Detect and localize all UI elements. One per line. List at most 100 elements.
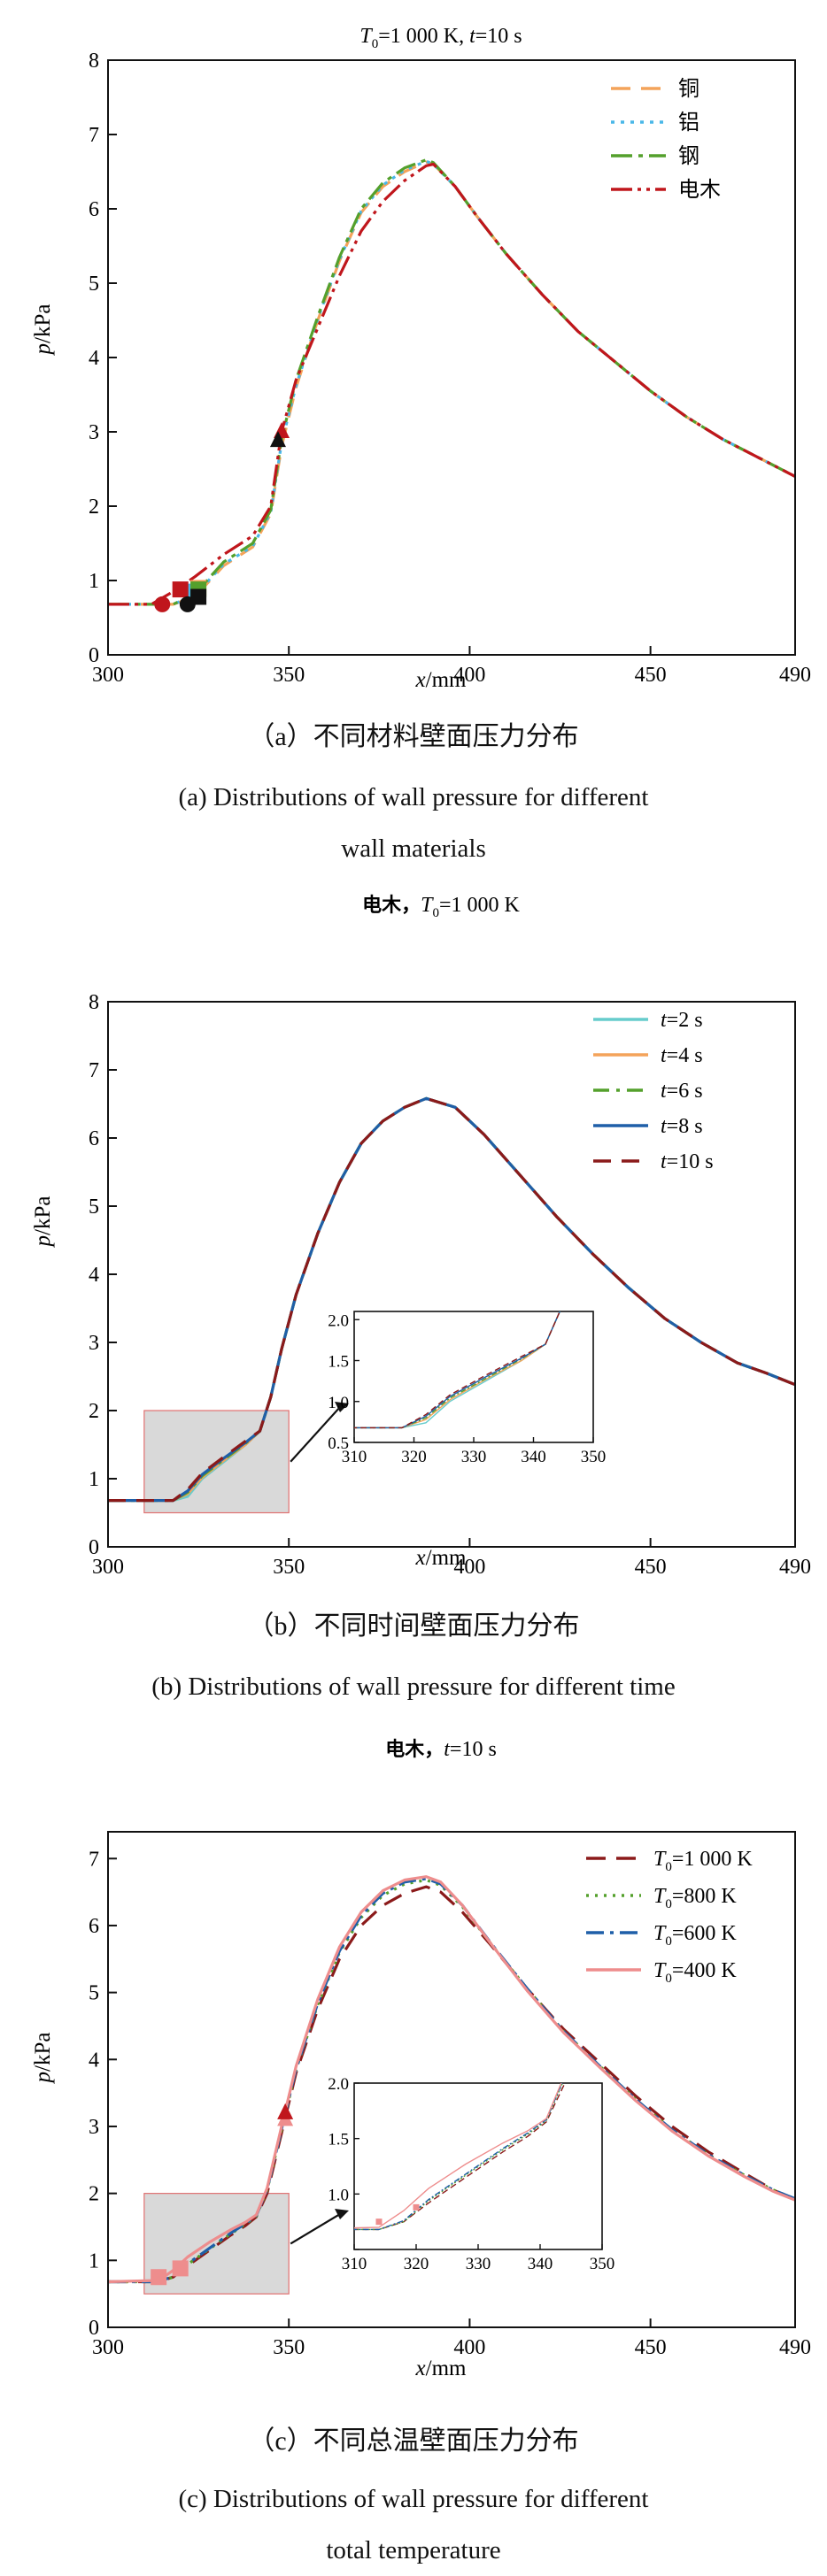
x-tick-label: 450 bbox=[635, 1556, 667, 1579]
legend-label: T0=1 000 K bbox=[653, 1848, 753, 1874]
y-tick-label: 0 bbox=[89, 1536, 99, 1559]
legend-label: 钢 bbox=[678, 144, 699, 168]
chart-c-title: 电木，t=10 s bbox=[385, 1738, 497, 1761]
legend-label: T0=600 K bbox=[653, 1922, 737, 1949]
x-tick-label: 450 bbox=[635, 664, 667, 687]
legend-label: 铜 bbox=[678, 77, 699, 101]
chart-a-xlabel: x/mm bbox=[415, 668, 468, 692]
caption-a-cn: （a）不同材料壁面压力分布 bbox=[0, 714, 827, 753]
inset-y-tick-label: 1.0 bbox=[328, 1394, 349, 1412]
marker-square bbox=[173, 581, 189, 597]
y-tick-label: 5 bbox=[89, 273, 99, 296]
y-tick-label: 2 bbox=[89, 496, 99, 519]
y-tick-label: 1 bbox=[89, 570, 99, 593]
inset-x-tick-label: 320 bbox=[401, 1448, 427, 1466]
caption-b-cn: （b）不同时间壁面压力分布 bbox=[0, 1603, 827, 1642]
legend-label: t=2 s bbox=[661, 1009, 703, 1032]
inset-y-tick-label: 2.0 bbox=[328, 2075, 349, 2094]
chart-a-title: T0=1 000 K, t=10 s bbox=[359, 25, 522, 51]
y-tick-label: 8 bbox=[89, 50, 99, 73]
legend-label: 电木 bbox=[678, 178, 721, 202]
inset-x-tick-label: 330 bbox=[461, 1448, 487, 1466]
y-tick-label: 3 bbox=[89, 2116, 99, 2139]
y-tick-label: 5 bbox=[89, 1982, 99, 2005]
legend-label: t=8 s bbox=[661, 1115, 703, 1138]
inset-frame bbox=[354, 1311, 593, 1442]
y-tick-label: 0 bbox=[89, 2317, 99, 2340]
inset-x-tick-label: 320 bbox=[404, 2255, 429, 2273]
legend-label: T0=400 K bbox=[653, 1959, 737, 1986]
caption-a-en-1: (a) Distributions of wall pressure for d… bbox=[0, 772, 827, 823]
legend-label: t=6 s bbox=[661, 1080, 703, 1103]
legend-label: 铝 bbox=[678, 111, 699, 135]
inset-arrow bbox=[290, 2214, 340, 2243]
inset-y-tick-label: 2.0 bbox=[328, 1311, 349, 1330]
series-line-4 bbox=[108, 165, 795, 604]
caption-c-en-1: (c) Distributions of wall pressure for d… bbox=[0, 2473, 827, 2525]
y-tick-label: 4 bbox=[89, 347, 99, 370]
y-tick-label: 7 bbox=[89, 1059, 99, 1082]
x-tick-label: 490 bbox=[779, 1556, 811, 1579]
x-tick-label: 490 bbox=[779, 2336, 811, 2359]
chart-c-xlabel: x/mm bbox=[415, 2357, 468, 2380]
inset-x-tick-label: 330 bbox=[466, 2255, 491, 2273]
x-tick-label: 450 bbox=[635, 2336, 667, 2359]
y-tick-label: 3 bbox=[89, 1332, 99, 1355]
series-line-3 bbox=[108, 160, 795, 604]
inset-marker bbox=[414, 2204, 420, 2211]
y-tick-label: 0 bbox=[89, 644, 99, 667]
inset-y-tick-label: 1.5 bbox=[328, 2131, 349, 2149]
y-tick-label: 8 bbox=[89, 991, 99, 1014]
caption-c-en-2: total temperature bbox=[0, 2525, 827, 2576]
y-tick-label: 7 bbox=[89, 124, 99, 147]
chart-b-title: 电木，T0=1 000 K bbox=[362, 894, 520, 920]
inset-y-tick-label: 0.5 bbox=[328, 1434, 349, 1453]
x-tick-label: 350 bbox=[273, 1556, 305, 1579]
inset-y-tick-label: 1.5 bbox=[328, 1353, 349, 1372]
y-tick-label: 6 bbox=[89, 1127, 99, 1150]
legend-label: t=10 s bbox=[661, 1150, 714, 1173]
caption-a-en-2: wall materials bbox=[0, 823, 827, 874]
y-tick-label: 1 bbox=[89, 1468, 99, 1491]
legend-label: T0=800 K bbox=[653, 1885, 737, 1911]
y-tick-label: 4 bbox=[89, 2049, 99, 2072]
series-line-1 bbox=[108, 162, 795, 604]
series-line-2 bbox=[108, 161, 795, 604]
inset-x-tick-label: 310 bbox=[342, 2255, 367, 2273]
y-tick-label: 5 bbox=[89, 1196, 99, 1219]
y-tick-label: 6 bbox=[89, 1915, 99, 1938]
inset-x-tick-label: 350 bbox=[581, 1448, 607, 1466]
marker-square bbox=[173, 2260, 189, 2276]
marker-square bbox=[151, 2269, 166, 2285]
inset-arrowhead bbox=[335, 2209, 349, 2219]
y-tick-label: 6 bbox=[89, 198, 99, 221]
legend-label: t=4 s bbox=[661, 1044, 703, 1067]
caption-b-en: (b) Distributions of wall pressure for d… bbox=[0, 1661, 827, 1712]
y-tick-label: 1 bbox=[89, 2249, 99, 2272]
inset-marker bbox=[376, 2218, 383, 2225]
y-tick-label: 7 bbox=[89, 1848, 99, 1871]
chart-a-ylabel: p/kPa bbox=[31, 304, 55, 357]
marker-triangle bbox=[277, 2103, 293, 2119]
x-tick-label: 490 bbox=[779, 664, 811, 687]
chart-b-xlabel: x/mm bbox=[415, 1546, 468, 1570]
chart-c-ylabel: p/kPa bbox=[31, 2033, 55, 2085]
x-tick-label: 350 bbox=[273, 664, 305, 687]
inset-x-tick-label: 340 bbox=[521, 1448, 546, 1466]
marker-circle bbox=[154, 596, 170, 612]
y-tick-label: 2 bbox=[89, 1400, 99, 1423]
caption-c-cn: （c）不同总温壁面压力分布 bbox=[0, 2418, 827, 2457]
chart-b-ylabel: p/kPa bbox=[31, 1196, 55, 1249]
inset-x-tick-label: 350 bbox=[590, 2255, 615, 2273]
y-tick-label: 4 bbox=[89, 1264, 99, 1287]
x-tick-label: 350 bbox=[273, 2336, 305, 2359]
y-tick-label: 3 bbox=[89, 421, 99, 444]
inset-x-tick-label: 340 bbox=[528, 2255, 553, 2273]
y-tick-label: 2 bbox=[89, 2183, 99, 2206]
